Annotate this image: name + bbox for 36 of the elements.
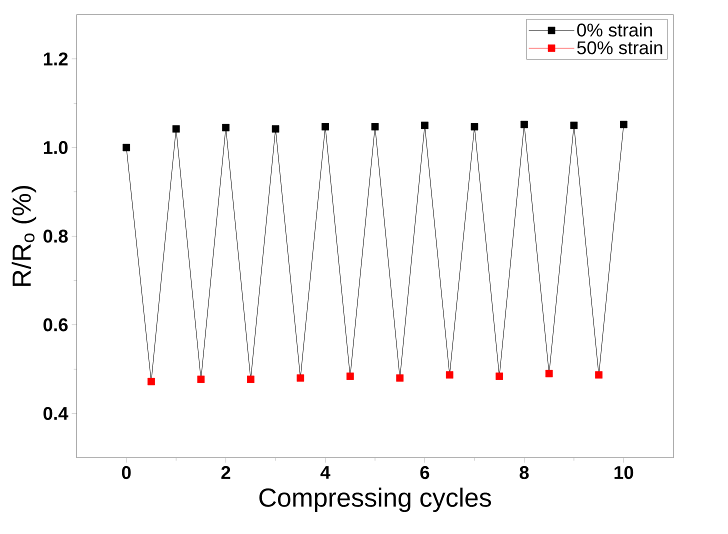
legend-label: 0% strain bbox=[577, 23, 652, 37]
y-tick-label: 1.0 bbox=[44, 141, 68, 154]
point bbox=[322, 123, 329, 131]
legend-label: 50% strain bbox=[577, 40, 662, 54]
point bbox=[346, 372, 354, 380]
point bbox=[272, 125, 280, 133]
point bbox=[446, 371, 454, 379]
point bbox=[222, 124, 230, 132]
point bbox=[421, 122, 428, 130]
point bbox=[620, 121, 628, 128]
y-tick-label: 0.4 bbox=[44, 407, 68, 420]
point bbox=[371, 123, 379, 131]
y-tick-label: 0.8 bbox=[44, 230, 68, 243]
y-axis-title: R/R$_{o}$ (%) bbox=[12, 186, 36, 286]
x-tick-label: 2 bbox=[221, 466, 230, 480]
x-tick-label: 4 bbox=[320, 466, 330, 479]
point bbox=[197, 376, 205, 384]
x-tick-label: 10 bbox=[614, 466, 634, 480]
point bbox=[496, 372, 504, 380]
point bbox=[396, 374, 404, 382]
y-tick-label: 1.2 bbox=[44, 52, 68, 66]
point bbox=[122, 144, 130, 152]
point bbox=[520, 121, 528, 128]
x-tick-label: 8 bbox=[520, 466, 529, 480]
point bbox=[247, 376, 254, 384]
point bbox=[470, 123, 478, 131]
x-tick-label: 0 bbox=[122, 466, 131, 480]
point bbox=[595, 371, 602, 379]
x-tick-label: 6 bbox=[420, 466, 430, 480]
point bbox=[296, 374, 304, 382]
x-axis-title: Compressing cycles bbox=[259, 488, 491, 512]
point bbox=[172, 125, 180, 133]
point bbox=[545, 370, 553, 378]
y-tick-label: 0.6 bbox=[44, 318, 68, 332]
point bbox=[570, 122, 578, 130]
point bbox=[148, 378, 155, 386]
